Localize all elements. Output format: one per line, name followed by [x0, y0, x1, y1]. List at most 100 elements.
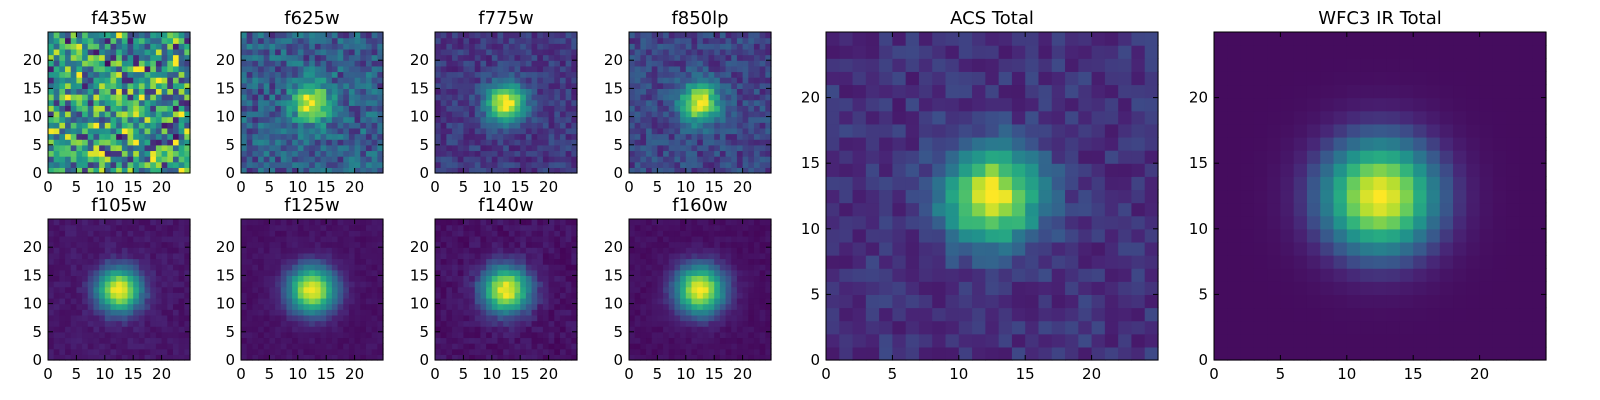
heatmap-cell — [59, 247, 66, 254]
heatmap-cell — [525, 88, 533, 95]
heatmap-cell — [702, 309, 710, 316]
heatmap-cell — [697, 314, 704, 322]
heatmap-cell — [354, 247, 361, 254]
heatmap-cell — [486, 99, 493, 106]
heatmap-cell — [70, 65, 77, 73]
heatmap-cell — [121, 116, 129, 123]
heatmap-cell — [87, 133, 95, 140]
heatmap-cell — [161, 71, 168, 78]
heatmap-cell — [480, 331, 487, 339]
heatmap-cell — [99, 348, 106, 355]
heatmap-cell — [565, 94, 572, 101]
heatmap-cell — [138, 252, 146, 260]
heatmap-cell — [691, 71, 698, 78]
heatmap-cell — [87, 110, 95, 118]
heatmap-cell — [76, 144, 83, 152]
heatmap-cell — [725, 303, 732, 310]
heatmap-cell — [138, 235, 146, 243]
heatmap-cell — [309, 133, 316, 140]
heatmap-cell — [486, 60, 493, 67]
heatmap-cell — [297, 326, 305, 333]
heatmap-cell — [657, 275, 664, 282]
heatmap-cell — [314, 122, 322, 129]
heatmap-cell — [736, 139, 744, 146]
heatmap-cell — [440, 161, 447, 168]
heatmap-cell — [640, 320, 647, 327]
heatmap-cell — [104, 71, 112, 78]
heatmap-cell — [525, 167, 533, 174]
heatmap-cell — [167, 110, 174, 118]
heatmap-cell — [435, 337, 442, 344]
heatmap-cell — [469, 105, 476, 112]
heatmap-cell — [292, 281, 299, 288]
heatmap-cell — [663, 309, 670, 316]
heatmap-cell — [314, 337, 322, 344]
heatmap-cell — [748, 297, 755, 305]
heatmap-cell — [155, 105, 163, 112]
heatmap-cell — [525, 241, 533, 248]
heatmap-cell — [565, 77, 572, 84]
heatmap-cell — [87, 297, 95, 305]
heatmap-cell — [634, 292, 641, 299]
heatmap-cell — [542, 99, 550, 106]
heatmap-cell — [435, 82, 442, 89]
heatmap-cell — [121, 337, 129, 344]
heatmap-cell — [765, 297, 772, 305]
heatmap-cell — [263, 48, 270, 56]
heatmap-cell — [326, 32, 333, 39]
heatmap-cell — [110, 110, 117, 118]
heatmap-cell — [286, 43, 293, 50]
heatmap-cell — [99, 139, 106, 146]
heatmap-cell — [463, 343, 470, 350]
heatmap-cell — [59, 235, 66, 243]
heatmap-cell — [685, 320, 693, 327]
heatmap-cell — [93, 71, 100, 78]
heatmap-cell — [435, 264, 442, 271]
heatmap-cell — [634, 82, 641, 89]
heatmap-cell — [53, 60, 60, 67]
heatmap-cell — [161, 230, 168, 237]
heatmap-cell — [674, 331, 681, 339]
heatmap-cell — [708, 161, 715, 168]
heatmap-cell — [360, 247, 367, 254]
heatmap-cell — [87, 37, 95, 44]
heatmap-cell — [514, 156, 521, 163]
heatmap-cell — [463, 127, 470, 135]
heatmap-cell — [348, 252, 356, 260]
heatmap-cell — [748, 32, 755, 39]
heatmap-cell — [708, 297, 715, 305]
heatmap-cell — [275, 60, 282, 67]
heatmap-cell — [559, 60, 567, 67]
heatmap-cell — [275, 48, 282, 56]
heatmap-cell — [548, 230, 555, 237]
heatmap-cell — [258, 77, 265, 84]
heatmap-cell — [70, 337, 77, 344]
heatmap-cell — [731, 127, 738, 135]
heatmap-cell — [748, 167, 755, 174]
heatmap-cell — [87, 269, 95, 276]
heatmap-cell — [348, 264, 356, 271]
heatmap-cell — [377, 264, 384, 271]
heatmap-cell — [537, 156, 544, 163]
heatmap-cell — [736, 343, 744, 350]
heatmap-cell — [452, 320, 459, 327]
heatmap-cell — [525, 326, 533, 333]
heatmap-cell — [508, 133, 516, 140]
heatmap-cell — [65, 354, 72, 361]
heatmap-cell — [719, 167, 727, 174]
heatmap-cell — [674, 150, 681, 157]
heatmap-cell — [167, 116, 174, 123]
heatmap-cell — [138, 354, 146, 361]
heatmap-cell — [178, 348, 185, 355]
heatmap-cell — [440, 156, 447, 163]
x-tick-label: 20 — [345, 178, 364, 196]
heatmap-cell — [508, 354, 516, 361]
heatmap-cell — [651, 139, 658, 146]
heatmap-cell — [531, 275, 538, 282]
heatmap-cell — [269, 252, 276, 260]
heatmap-cell — [503, 127, 510, 135]
heatmap-cell — [326, 144, 333, 152]
heatmap-cell — [138, 99, 146, 106]
heatmap-cell — [65, 297, 72, 305]
